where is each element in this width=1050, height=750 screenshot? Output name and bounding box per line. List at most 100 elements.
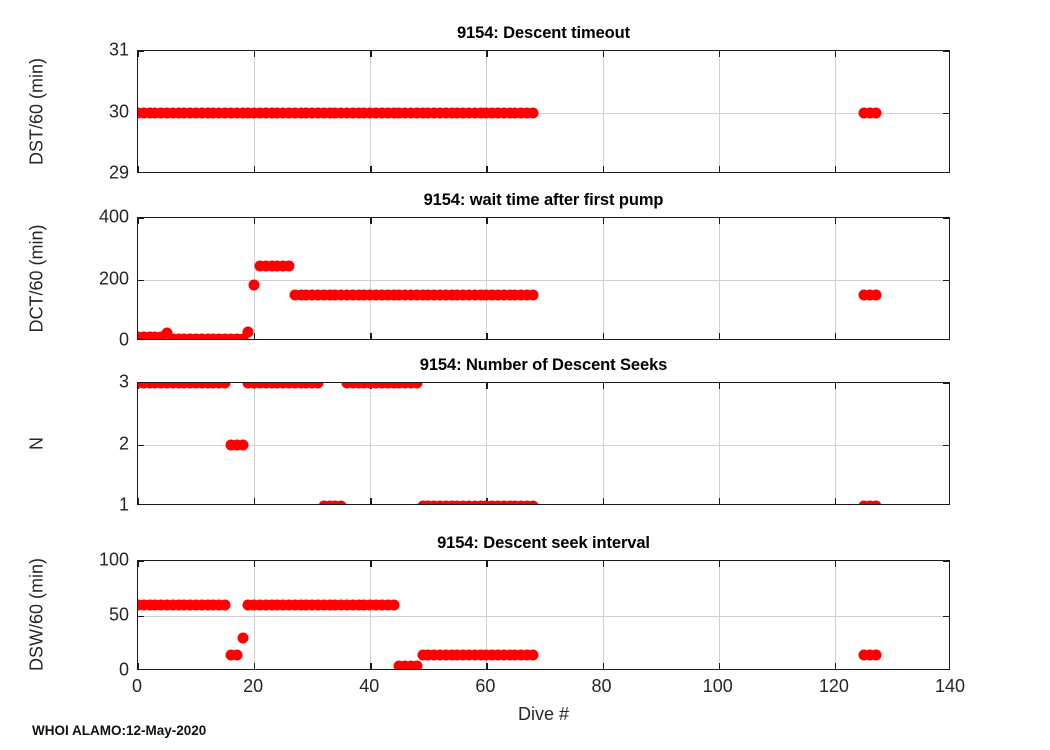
x-tickmark-top <box>138 561 140 567</box>
data-point <box>382 289 394 301</box>
data-point <box>527 289 539 301</box>
data-point <box>358 289 370 301</box>
x-tickmark-top <box>834 218 837 224</box>
x-tickmark-top <box>370 561 372 567</box>
data-point <box>138 331 150 339</box>
x-tick-label: 120 <box>818 676 849 696</box>
gridline-vertical <box>718 51 720 172</box>
data-point <box>190 107 202 118</box>
gridline-vertical <box>602 383 604 504</box>
y-tick-label: 29 <box>108 162 129 183</box>
data-point <box>451 500 463 504</box>
data-point <box>242 326 254 338</box>
data-point <box>399 383 411 389</box>
data-point <box>370 599 382 611</box>
data-point <box>428 289 440 301</box>
data-point <box>289 289 301 301</box>
data-point <box>271 383 283 389</box>
data-point <box>469 500 481 504</box>
data-point <box>376 289 388 301</box>
x-tickmark <box>486 333 488 339</box>
data-point <box>237 439 249 450</box>
data-point <box>149 599 161 611</box>
x-tickmark-top <box>254 51 256 57</box>
data-point <box>341 107 353 118</box>
data-point <box>475 500 487 504</box>
data-point <box>283 383 295 389</box>
gridline-vertical <box>486 561 488 669</box>
data-point <box>521 289 533 301</box>
data-point <box>858 500 870 504</box>
data-point <box>353 107 365 118</box>
data-point <box>364 599 376 611</box>
gridline-horizontal <box>138 279 949 281</box>
data-point <box>167 107 179 118</box>
data-point <box>451 107 463 118</box>
panel-title-2: 9154: wait time after first pump <box>423 191 664 209</box>
data-point <box>231 649 243 660</box>
data-point <box>289 599 301 611</box>
data-point <box>324 599 336 611</box>
data-point <box>428 107 440 118</box>
data-point <box>149 383 161 389</box>
data-point <box>335 107 347 118</box>
data-point <box>167 383 179 389</box>
data-point <box>521 649 533 660</box>
data-point <box>213 333 225 339</box>
data-point <box>498 289 510 301</box>
data-point <box>277 599 289 611</box>
x-tickmark <box>370 166 372 172</box>
data-point <box>144 107 156 118</box>
data-point <box>260 260 272 272</box>
data-point <box>231 333 243 339</box>
y-tick-label: 100 <box>98 549 129 570</box>
y-tick-label: 31 <box>108 39 129 60</box>
data-point <box>486 649 498 660</box>
data-point <box>411 107 423 118</box>
y-axis-label-4: DSW/60 (min) <box>26 558 47 672</box>
data-point <box>161 327 173 339</box>
data-point <box>463 107 475 118</box>
data-point <box>329 289 341 301</box>
data-point <box>870 649 881 660</box>
x-tickmark-top <box>602 51 604 57</box>
data-point <box>434 649 446 660</box>
data-point <box>248 279 260 291</box>
gridline-horizontal <box>138 616 949 617</box>
y-tickmark-right <box>943 218 949 220</box>
data-point <box>324 107 336 118</box>
data-point <box>207 383 219 389</box>
panel-title-4: 9154: Descent seek interval <box>437 534 650 552</box>
x-tickmark-top <box>486 218 488 224</box>
data-point <box>207 599 219 611</box>
data-point <box>173 599 185 611</box>
y-tickmark <box>138 51 144 53</box>
data-point <box>242 383 254 389</box>
data-point <box>300 289 312 301</box>
data-point <box>155 331 167 339</box>
data-point <box>457 649 469 660</box>
data-point <box>515 500 527 504</box>
data-point <box>335 289 347 301</box>
data-point <box>248 599 260 611</box>
x-tickmark-top <box>718 218 720 224</box>
gridline-vertical <box>370 383 372 504</box>
data-point <box>486 500 498 504</box>
gridline-vertical <box>370 561 372 669</box>
data-point <box>190 383 202 389</box>
data-point <box>475 649 487 660</box>
data-point <box>266 383 278 389</box>
data-point <box>202 599 214 611</box>
x-tickmark <box>254 166 256 172</box>
data-point <box>202 383 214 389</box>
x-tick-label: 60 <box>475 676 496 696</box>
panel-title-1: 9154: Descent timeout <box>456 24 631 42</box>
data-point <box>870 500 881 504</box>
data-point <box>173 107 185 118</box>
y-tickmark-right <box>943 561 949 563</box>
data-point <box>864 107 876 118</box>
data-point <box>161 107 173 118</box>
data-point <box>213 599 225 611</box>
x-tickmark <box>718 333 720 339</box>
data-point <box>469 289 481 301</box>
